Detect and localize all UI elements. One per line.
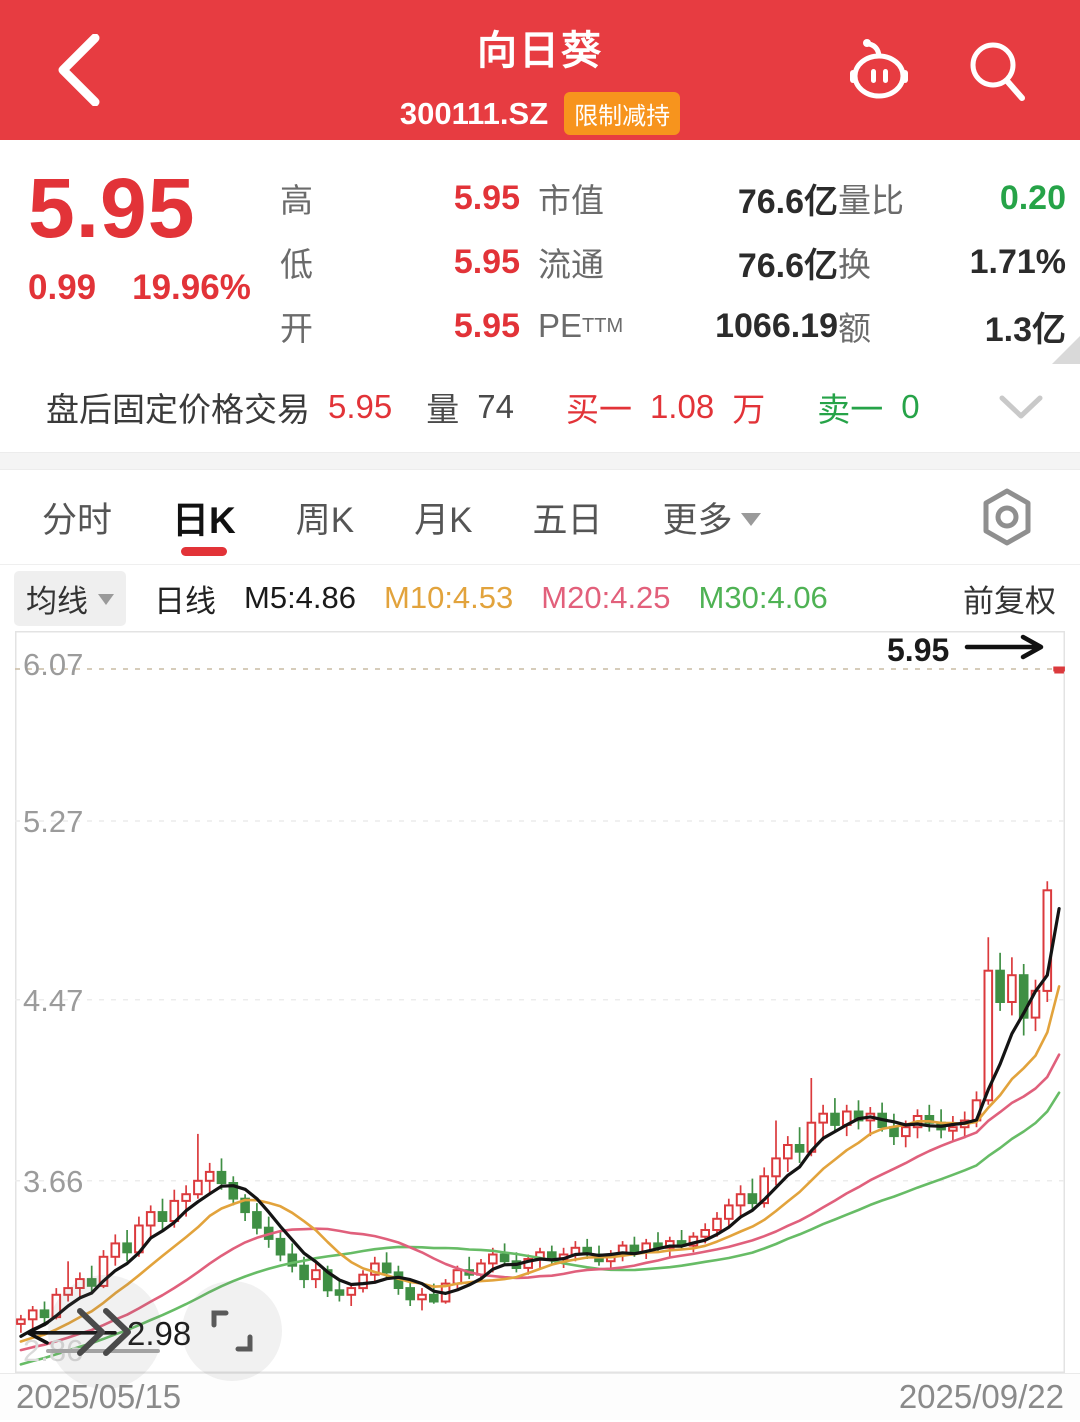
stock-name: 向日葵: [477, 29, 603, 73]
after-hours-label: 盘后固定价格交易: [46, 391, 310, 428]
caret-down-icon: [740, 512, 761, 526]
ma-line-M5: [19, 907, 1061, 1338]
svg-text:4.47: 4.47: [23, 983, 83, 1018]
after-hours-vol: 74: [477, 388, 514, 425]
low-label: 低: [280, 246, 313, 283]
turnover-value: 1.71%: [969, 242, 1066, 281]
ma5-value: M5:4.86: [244, 580, 357, 615]
date-axis: 2025/05/15 2025/09/22: [0, 1373, 1080, 1420]
bid1-label: 买一: [565, 391, 632, 428]
period-tab-bar: 分时 日K 周K 月K 五日 更多: [0, 470, 1080, 565]
pe-label: PE TTM: [538, 307, 624, 344]
svg-text:6.07: 6.07: [23, 647, 83, 682]
caret-down-icon: [98, 593, 114, 605]
amount-value: 1.3亿: [984, 310, 1066, 349]
restriction-badge: 限制减持: [564, 92, 681, 135]
price-change: 0.99: [28, 267, 97, 307]
ma-legend-bar: 均线 日线 M5:4.86 M10:4.53 M20:4.25 M30:4.06…: [0, 565, 1080, 631]
ask1-label: 卖一: [817, 391, 884, 428]
back-icon[interactable]: [55, 34, 101, 106]
end-date-label: 2025/09/22: [898, 1378, 1064, 1415]
chart-settings-icon[interactable]: [976, 486, 1038, 548]
fullscreen-button[interactable]: [182, 1281, 282, 1381]
swipe-left-indicator: [46, 1349, 160, 1353]
mcap-label: 市值: [538, 182, 604, 219]
ma-line-M20: [19, 1053, 1061, 1352]
scroll-left-button[interactable]: [48, 1275, 162, 1389]
tab-daily-k[interactable]: 日K: [172, 470, 236, 564]
stock-code: 300111.SZ: [399, 95, 549, 131]
last-price: 5.95: [28, 161, 196, 255]
svg-text:5.95: 5.95: [887, 632, 949, 668]
volratio-value: 0.20: [999, 178, 1066, 217]
open-label: 开: [280, 310, 313, 347]
active-tab-underline: [180, 547, 227, 556]
section-divider: [0, 452, 1080, 470]
bid1-unit: 万: [732, 391, 766, 428]
price-change-pct: 19.96%: [132, 267, 251, 307]
kline-chart-area: 6.07 5.27 4.47 3.66 2.86 5.95 2.98 2025/05/15 …: [0, 631, 1080, 1420]
svg-text:2.98: 2.98: [127, 1315, 191, 1352]
corner-fold: [1052, 336, 1080, 364]
robot-assistant-icon[interactable]: [842, 34, 916, 108]
high-label: 高: [280, 182, 313, 219]
ma20-value: M20:4.25: [541, 580, 671, 615]
high-value: 5.95: [453, 178, 520, 217]
after-hours-row[interactable]: 盘后固定价格交易 5.95 量 74 买一 1.08 万 卖一 0: [0, 362, 1080, 452]
ma-line-M10: [19, 985, 1061, 1343]
search-icon[interactable]: [960, 34, 1034, 108]
quote-panel: 5.95 0.99 19.96% 高 5.95 低 5.95 开 5.95 市值…: [0, 140, 1080, 364]
bid1-value: 1.08: [649, 388, 715, 425]
svg-text:5.27: 5.27: [23, 804, 83, 839]
tab-five-day[interactable]: 五日: [532, 500, 603, 540]
ma30-value: M30:4.06: [698, 580, 828, 615]
start-date-label: 2025/05/15: [16, 1378, 182, 1415]
ma-mode-label: 日线: [154, 583, 216, 619]
app-header: 向日葵 300111.SZ 限制减持: [0, 0, 1080, 140]
volratio-label: 量比: [838, 182, 904, 219]
ask1-value: 0: [901, 388, 920, 425]
ma10-value: M10:4.53: [384, 580, 514, 615]
ma-selector[interactable]: 均线: [14, 570, 126, 626]
tab-weekly-k[interactable]: 周K: [295, 500, 355, 540]
mcap-value: 76.6亿: [737, 182, 838, 221]
pe-value: 1066.19: [715, 306, 838, 345]
float-value: 76.6亿: [737, 246, 838, 285]
after-hours-price: 5.95: [328, 388, 393, 425]
tab-more[interactable]: 更多: [662, 470, 761, 564]
tab-monthly-k[interactable]: 月K: [414, 500, 473, 540]
adjust-mode-toggle[interactable]: 前复权: [963, 583, 1056, 619]
candlestick-chart[interactable]: 6.075.274.473.662.865.952.98: [15, 631, 1065, 1373]
expand-corners-icon: [211, 1310, 253, 1352]
turnover-label: 换: [838, 246, 871, 283]
after-hours-vol-label: 量: [426, 391, 460, 428]
float-label: 流通: [538, 246, 604, 283]
amount-label: 额: [838, 310, 871, 347]
double-chevron-right-icon: [77, 1308, 131, 1356]
svg-text:3.66: 3.66: [23, 1164, 83, 1199]
tab-fenshi[interactable]: 分时: [42, 500, 113, 540]
open-value: 5.95: [453, 306, 520, 345]
chevron-down-icon[interactable]: [998, 392, 1044, 422]
low-value: 5.95: [453, 242, 520, 281]
